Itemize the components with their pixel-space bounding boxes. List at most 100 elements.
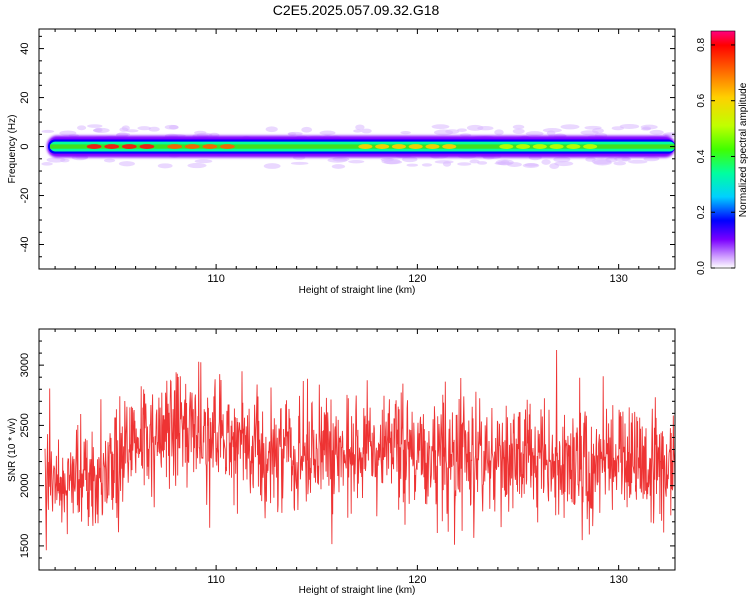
spectrogram-halo-speckle xyxy=(353,129,362,133)
spectrogram-band xyxy=(41,123,675,169)
colorbar-gradient xyxy=(710,30,736,269)
spectrogram-peak-cell xyxy=(220,144,235,150)
spectrogram-halo-speckle xyxy=(434,160,454,164)
spectrogram-halo-speckle xyxy=(187,162,207,169)
snr-y-tick-label: 1500 xyxy=(19,534,31,558)
spectrogram-peak-cell xyxy=(425,144,440,150)
colorbar-tick-label: 0.4 xyxy=(696,149,707,163)
spectrogram-halo-speckle xyxy=(507,162,522,168)
spectrogram-peak-cell xyxy=(202,144,218,150)
spectrogram-halo-speckle xyxy=(512,128,525,134)
spectrogram-peak-cell xyxy=(532,144,547,150)
snr-y-label: SNR (10 * v/v) xyxy=(7,418,18,482)
spectrogram-halo-speckle xyxy=(118,161,135,167)
colorbar-tick-label: 0.2 xyxy=(696,205,707,219)
spectrogram-peak-cell xyxy=(408,144,423,150)
spectrogram-halo-speckle xyxy=(361,128,372,134)
spectrogram-peak-cell xyxy=(86,144,102,150)
spectrogram-halo-speckle xyxy=(348,159,365,164)
spectrogram-halo-speckle xyxy=(319,130,336,136)
spectrogram-y-tick-label: 20 xyxy=(19,91,31,103)
snr-y-ticks: 3000 2500 2000 1500 xyxy=(19,328,675,571)
colorbar-tick-label: 0.0 xyxy=(696,261,707,275)
spectrogram-peak-cell xyxy=(139,144,155,150)
spectrogram-halo-speckle xyxy=(585,157,596,162)
snr-panel: 110 120 130 3000 2500 2000 1500 Height of str… xyxy=(7,328,676,596)
spectrogram-halo-speckle xyxy=(157,163,173,169)
snr-y-tick-label: 3000 xyxy=(19,353,31,377)
spectrogram-halo-speckle xyxy=(290,161,309,165)
spectrogram-halo-speckle xyxy=(477,161,488,165)
spectrogram-halo-speckle xyxy=(457,162,472,166)
colorbar-tick-label: 0.8 xyxy=(696,38,707,52)
spectrogram-halo-speckle xyxy=(327,157,348,163)
spectrogram-peak-cell xyxy=(121,144,137,150)
spectrogram-halo-speckle xyxy=(194,159,213,164)
spectrogram-halo-speckle xyxy=(662,132,675,137)
spectrogram-halo-speckle xyxy=(168,125,179,130)
spectrogram-halo-speckle xyxy=(94,127,103,133)
spectrogram-halo-speckle xyxy=(628,159,648,164)
spectrogram-peak-cell xyxy=(566,144,581,150)
spectrogram-halo-speckle xyxy=(265,126,278,133)
spectrogram-halo-speckle xyxy=(640,127,652,131)
spectrogram-halo-speckle xyxy=(421,163,433,167)
spectrogram-y-tick-label: -20 xyxy=(19,188,31,204)
colorbar-tick-label: 0.6 xyxy=(696,93,707,107)
spectrogram-halo-speckle xyxy=(400,130,411,135)
snr-y-tick-label: 2500 xyxy=(19,413,31,437)
spectrogram-peak-cell xyxy=(549,144,564,150)
spectrogram-halo-speckle xyxy=(401,156,418,163)
spectrogram-halo-speckle xyxy=(469,159,480,164)
spectrogram-halo-speckle xyxy=(331,164,346,169)
spectrogram-halo-speckle xyxy=(301,126,313,133)
spectrogram-halo-speckle xyxy=(522,163,540,168)
spectrogram-x-tick-label: 110 xyxy=(207,273,225,285)
spectrogram-halo-speckle xyxy=(381,158,401,165)
spectrogram-halo-speckle xyxy=(41,162,53,166)
spectrogram-halo-speckle xyxy=(194,130,207,135)
spectrogram-halo-speckle xyxy=(584,125,602,130)
spectrogram-halo-speckle xyxy=(288,132,297,136)
spectrogram-peak-cell xyxy=(104,144,120,150)
snr-y-tick-label: 2000 xyxy=(19,473,31,497)
spectrogram-halo-speckle xyxy=(525,131,544,137)
figure-title: C2E5.2025.057.09.32.G18 xyxy=(273,2,440,18)
spectrogram-halo-speckle xyxy=(549,163,560,169)
spectrogram-halo-speckle xyxy=(125,129,139,133)
spectrogram-y-tick-label: 0 xyxy=(19,143,31,149)
spectrogram-halo-speckle xyxy=(580,130,599,136)
spectrogram-peak-cell xyxy=(391,144,406,150)
spectrogram-peak-cell xyxy=(516,144,531,150)
spectrogram-halo-speckle xyxy=(137,126,152,131)
spectrogram-panel: 110 120 130 40 20 0 -20 -40 Height of straight… xyxy=(7,28,676,296)
spectrogram-halo-speckle xyxy=(541,159,551,165)
spectrogram-peak-cell xyxy=(583,144,598,150)
spectrogram-halo-speckle xyxy=(614,156,630,162)
spectrogram-peak-cell xyxy=(442,144,457,150)
spectrogram-y-ticks: 40 20 0 -20 -40 xyxy=(19,35,675,270)
snr-x-ticks: 110 120 130 xyxy=(54,329,660,586)
spectrogram-halo-speckle xyxy=(546,130,556,136)
spectrogram-peak-cell xyxy=(184,144,200,150)
spectrogram-x-tick-label: 120 xyxy=(408,273,426,285)
spectrogram-peak-cell xyxy=(375,144,390,150)
spectrogram-halo-speckle xyxy=(355,124,365,131)
spectrogram-peak-cell xyxy=(499,144,514,150)
spectrogram-y-tick-label: -40 xyxy=(19,237,31,253)
snr-x-tick-label: 130 xyxy=(609,574,627,586)
spectrogram-halo-speckle xyxy=(433,129,454,136)
colorbar: 0.0 0.2 0.4 0.6 0.8 Normalized spectral ampl… xyxy=(696,30,749,275)
spectrogram-peak-cell xyxy=(358,144,373,150)
spectrogram-halo-speckle xyxy=(619,123,640,129)
spectrogram-halo-speckle xyxy=(554,161,574,167)
spectrogram-halo-speckle xyxy=(41,129,55,133)
spectrogram-halo-speckle xyxy=(87,124,103,128)
spectrogram-y-label: Frequency (Hz) xyxy=(7,115,18,184)
spectrogram-halo-speckle xyxy=(542,128,562,133)
snr-x-label: Height of straight line (km) xyxy=(299,585,416,596)
spectrogram-halo-speckle xyxy=(605,157,618,163)
spectrogram-halo-speckle xyxy=(77,125,87,131)
colorbar-label: Normalized spectral amplitude xyxy=(738,82,749,217)
